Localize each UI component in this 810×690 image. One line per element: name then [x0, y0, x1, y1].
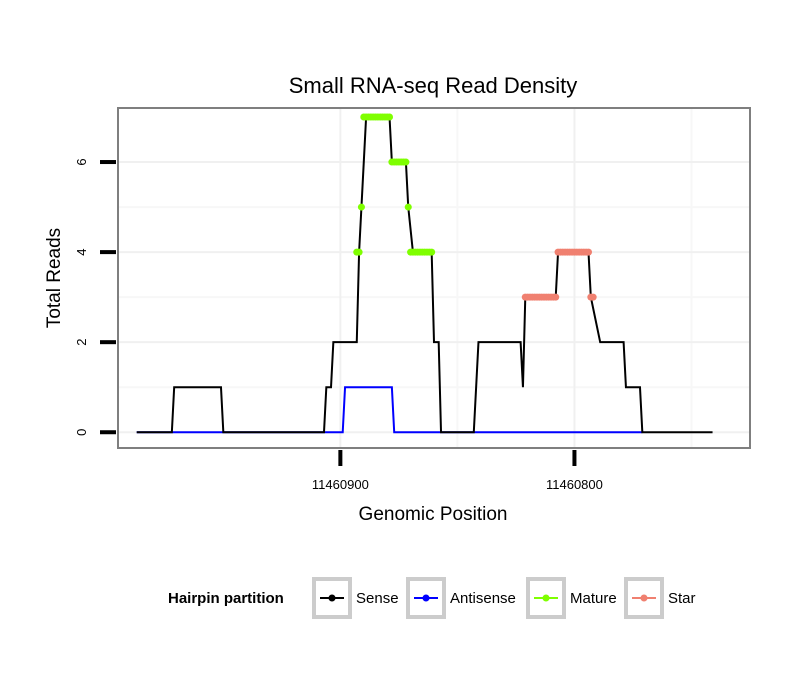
y-tick-label: 4 — [74, 248, 89, 255]
series-line-sense — [136, 116, 713, 434]
y-tick-label: 2 — [74, 339, 89, 346]
series-line-antisense — [136, 386, 643, 434]
plot-panel: 0 2 4 6 11460900 11460800 — [74, 107, 751, 492]
panel-border — [117, 107, 751, 449]
x-axis-title: Genomic Position — [359, 504, 508, 525]
mature-point — [357, 203, 365, 211]
legend-key-point — [640, 594, 648, 602]
chart-title: Small RNA-seq Read Density — [289, 73, 578, 98]
mature-point — [428, 248, 436, 256]
legend: Hairpin partition Sense Antisense Mature St… — [168, 577, 696, 619]
legend-label-star: Star — [668, 590, 696, 607]
star-point — [589, 293, 597, 301]
mature-point — [355, 248, 363, 256]
legend-label-mature: Mature — [570, 590, 617, 607]
x-tick-label: 11460800 — [546, 477, 603, 492]
mature-point — [386, 113, 394, 121]
star-point — [552, 293, 560, 301]
y-tick-label: 0 — [74, 429, 89, 436]
mature-point — [404, 203, 412, 211]
x-tick-label: 11460900 — [312, 477, 369, 492]
y-axis-title: Total Reads — [44, 228, 65, 328]
legend-key-point — [422, 594, 430, 602]
legend-title: Hairpin partition — [168, 590, 284, 607]
star-point — [584, 248, 592, 256]
y-tick-label: 6 — [74, 158, 89, 165]
mature-point — [402, 158, 410, 166]
legend-key-point — [542, 594, 550, 602]
legend-key-point — [328, 594, 336, 602]
legend-label-antisense: Antisense — [450, 590, 516, 607]
legend-label-sense: Sense — [356, 590, 399, 607]
